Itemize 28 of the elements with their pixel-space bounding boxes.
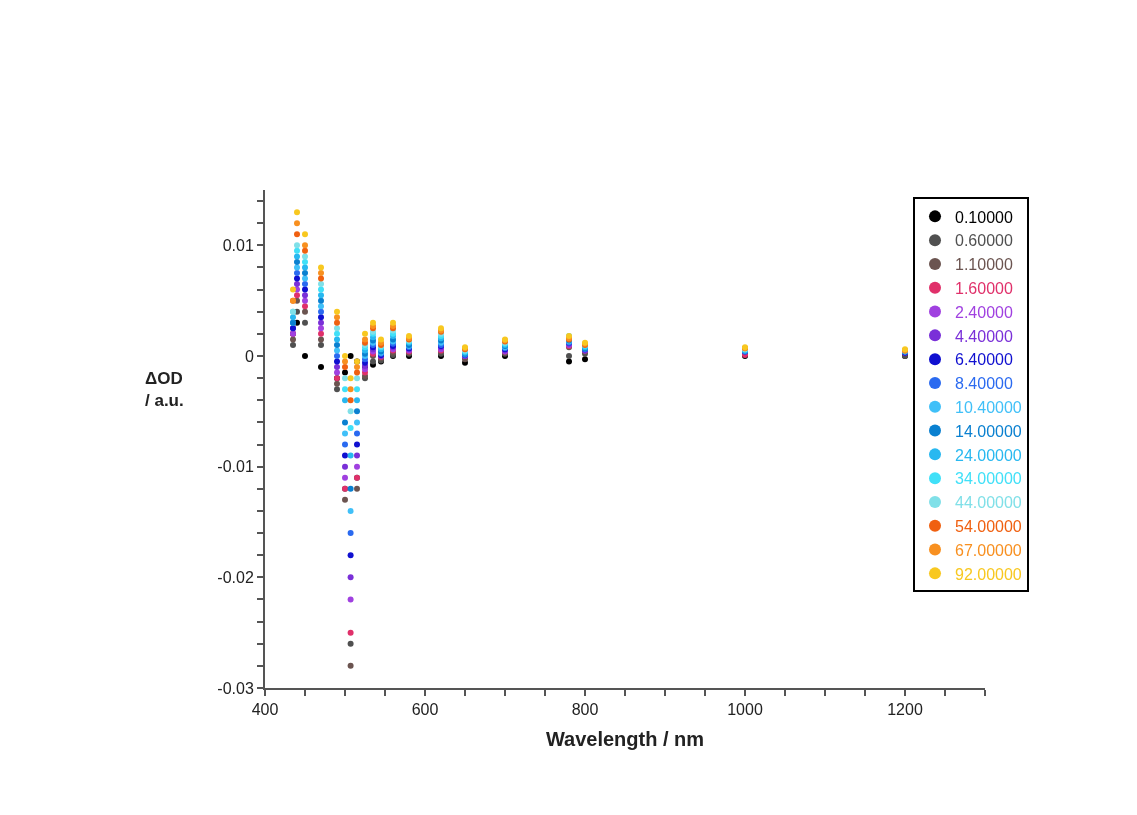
legend-label: 10.40000: [955, 399, 1022, 417]
legend-label: 14.00000: [955, 422, 1022, 440]
y-axis-title: ΔOD / a.u.: [145, 369, 184, 411]
legend-label: 24.00000: [955, 446, 1022, 464]
x-tick-label: 400: [251, 701, 279, 719]
legend-label: 92.00000: [955, 565, 1022, 583]
legend-label: 34.00000: [955, 470, 1022, 488]
x-tick-label: 800: [571, 701, 599, 719]
legend-label: 1.60000: [955, 280, 1013, 298]
legend-label: 0.10000: [955, 208, 1013, 226]
x-tick-label: 1000: [727, 701, 763, 719]
x-axis-title: Wavelength / nm: [545, 728, 705, 751]
legend-label: 2.40000: [955, 303, 1013, 321]
y-tick-label: -0.03: [217, 679, 254, 697]
legend-label: 4.40000: [955, 327, 1013, 345]
legend-label: 67.00000: [955, 541, 1022, 559]
legend-label: 44.00000: [955, 494, 1022, 512]
x-tick-label: 1200: [887, 701, 923, 719]
y-tick-label: -0.02: [217, 568, 254, 586]
x-tick-label: 600: [411, 701, 439, 719]
y-tick-label: 0: [244, 347, 254, 365]
y-tick-label: -0.01: [217, 458, 254, 476]
legend-label: 0.60000: [955, 232, 1013, 250]
legend-label: 6.40000: [955, 351, 1013, 369]
legend-label: 54.00000: [955, 518, 1022, 536]
legend-label: 1.10000: [955, 256, 1013, 274]
legend-label: 8.40000: [955, 375, 1013, 393]
y-tick-label: 0.01: [222, 236, 254, 254]
